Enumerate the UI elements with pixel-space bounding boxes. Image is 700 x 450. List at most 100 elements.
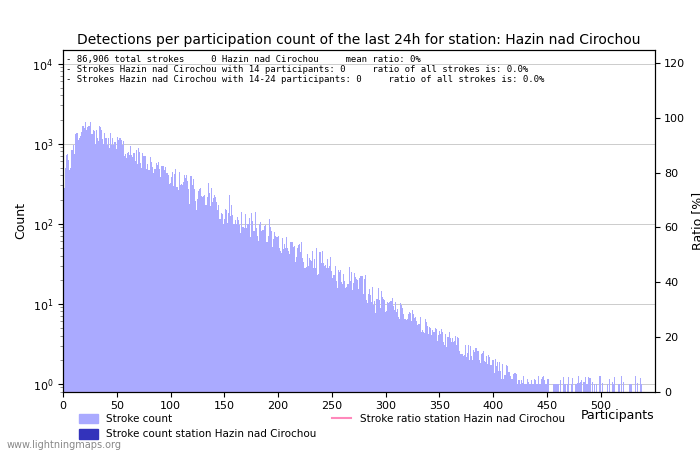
Bar (273, 239, 274, 450)
Bar (143, 156, 144, 450)
Bar (407, 314, 409, 450)
Bar (174, 174, 176, 450)
Bar (280, 252, 281, 450)
Bar (430, 328, 431, 450)
Bar (99, 126, 100, 450)
Bar (458, 338, 459, 450)
Bar (381, 292, 382, 450)
Bar (411, 320, 412, 450)
Bar (525, 384, 526, 450)
Bar (438, 335, 439, 450)
Bar (470, 346, 471, 450)
Bar (568, 377, 569, 450)
Bar (308, 266, 309, 450)
Bar (212, 202, 213, 450)
Bar (463, 356, 465, 450)
Bar (261, 231, 262, 450)
Bar (246, 228, 247, 450)
Bar (242, 227, 243, 450)
Bar (195, 202, 196, 450)
Bar (116, 149, 118, 450)
Bar (237, 217, 238, 450)
Bar (317, 275, 318, 450)
Bar (359, 278, 360, 450)
Bar (475, 348, 477, 450)
Bar (545, 384, 547, 450)
Bar (428, 334, 429, 450)
Bar (370, 295, 371, 450)
Bar (319, 252, 321, 450)
Bar (539, 384, 540, 450)
Bar (424, 333, 425, 450)
Bar (483, 351, 484, 450)
Bar (186, 175, 187, 450)
Bar (335, 282, 337, 450)
Bar (244, 228, 245, 450)
Bar (538, 376, 539, 450)
Bar (599, 376, 600, 450)
Bar (629, 384, 630, 450)
Bar (435, 329, 437, 450)
Bar (449, 338, 451, 450)
Bar (332, 278, 333, 450)
Bar (523, 376, 524, 450)
Bar (90, 122, 92, 450)
Bar (367, 303, 368, 450)
Bar (361, 276, 363, 450)
Bar (452, 338, 453, 450)
Bar (401, 306, 402, 450)
Bar (354, 273, 355, 450)
Bar (581, 381, 582, 450)
Bar (589, 378, 591, 450)
Bar (451, 342, 452, 450)
Bar (304, 268, 305, 450)
Bar (387, 302, 388, 450)
Bar (140, 163, 141, 450)
Bar (70, 168, 71, 450)
Bar (283, 248, 284, 450)
Bar (542, 377, 543, 450)
Bar (515, 373, 517, 450)
Bar (266, 242, 267, 450)
Bar (503, 379, 505, 450)
Text: Participants: Participants (581, 410, 655, 423)
Bar (325, 265, 326, 450)
Bar (415, 317, 416, 450)
Bar (92, 130, 94, 450)
Bar (224, 219, 225, 450)
Bar (86, 130, 88, 450)
Bar (267, 242, 268, 450)
Bar (637, 383, 638, 450)
Bar (204, 195, 206, 450)
Bar (341, 282, 342, 450)
Bar (310, 260, 311, 450)
Bar (88, 126, 90, 450)
Text: www.lightningmaps.org: www.lightningmaps.org (7, 440, 122, 450)
Bar (275, 236, 276, 450)
Bar (170, 183, 171, 450)
Bar (148, 170, 150, 450)
Bar (426, 322, 427, 450)
Bar (386, 311, 387, 450)
Bar (349, 281, 351, 450)
Bar (313, 268, 314, 450)
Bar (157, 165, 158, 450)
Bar (533, 378, 535, 450)
Bar (500, 371, 501, 450)
Bar (536, 384, 537, 450)
Bar (553, 384, 554, 450)
Bar (543, 376, 545, 450)
Bar (241, 212, 242, 450)
Bar (572, 378, 573, 450)
Bar (264, 225, 265, 450)
Bar (480, 363, 481, 450)
Bar (495, 360, 496, 450)
Bar (635, 376, 636, 450)
Bar (621, 376, 622, 450)
Bar (114, 142, 116, 450)
Bar (142, 153, 143, 450)
Bar (144, 156, 146, 450)
Bar (509, 372, 510, 450)
Bar (173, 186, 174, 450)
Bar (338, 270, 339, 450)
